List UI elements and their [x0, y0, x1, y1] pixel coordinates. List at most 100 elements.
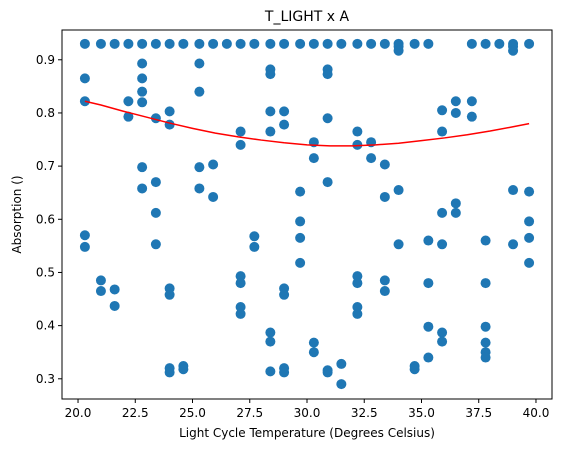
data-point	[437, 336, 448, 347]
data-point	[178, 364, 189, 375]
data-point	[208, 191, 219, 202]
data-point	[137, 162, 148, 173]
data-point	[352, 278, 363, 289]
data-point	[235, 126, 246, 137]
data-point	[352, 302, 363, 313]
data-point	[480, 235, 491, 246]
data-point	[423, 321, 434, 332]
data-point	[379, 286, 390, 297]
data-point	[279, 119, 290, 130]
data-point	[79, 73, 90, 84]
x-tick-label: 40.0	[523, 406, 550, 420]
data-point	[450, 96, 461, 107]
data-point	[265, 38, 276, 49]
data-point	[208, 38, 219, 49]
data-point	[480, 321, 491, 332]
data-point	[194, 86, 205, 97]
data-point	[123, 38, 134, 49]
data-point	[235, 139, 246, 150]
data-point	[379, 38, 390, 49]
data-point	[79, 241, 90, 252]
data-point	[79, 38, 90, 49]
data-point	[322, 367, 333, 378]
data-point	[437, 207, 448, 218]
x-tick-label: 20.0	[65, 406, 92, 420]
data-point	[352, 38, 363, 49]
data-point	[366, 38, 377, 49]
x-tick-label: 22.5	[122, 406, 149, 420]
data-point	[265, 366, 276, 377]
data-point	[194, 58, 205, 69]
data-point	[437, 327, 448, 338]
data-point	[208, 159, 219, 170]
data-point	[235, 38, 246, 49]
data-point	[249, 241, 260, 252]
x-tick-label: 25.0	[179, 406, 206, 420]
data-point	[366, 153, 377, 164]
data-point	[235, 278, 246, 289]
data-point	[409, 38, 420, 49]
data-point	[437, 239, 448, 250]
x-tick-label: 37.5	[465, 406, 492, 420]
data-point	[308, 38, 319, 49]
x-tick-label: 30.0	[294, 406, 321, 420]
data-point	[524, 257, 535, 268]
data-point	[450, 207, 461, 218]
y-tick-label: 0.9	[36, 53, 55, 67]
data-point	[480, 38, 491, 49]
data-point	[265, 336, 276, 347]
data-point	[137, 58, 148, 69]
x-tick-label: 27.5	[236, 406, 263, 420]
data-point	[194, 162, 205, 173]
data-point	[194, 38, 205, 49]
data-point	[279, 106, 290, 117]
y-axis-label: Absorption ()	[10, 175, 24, 253]
data-point	[249, 231, 260, 242]
data-point	[450, 198, 461, 209]
fit-line	[84, 100, 530, 147]
data-point	[164, 289, 175, 300]
data-point	[79, 230, 90, 241]
data-point	[150, 177, 161, 188]
data-point	[150, 207, 161, 218]
data-point	[508, 185, 519, 196]
data-point	[423, 278, 434, 289]
data-point	[524, 38, 535, 49]
data-point	[137, 73, 148, 84]
data-point	[295, 257, 306, 268]
data-point	[150, 38, 161, 49]
y-tick-label: 0.5	[36, 265, 55, 279]
chart-title: T_LIGHT x A	[264, 9, 350, 25]
data-point	[524, 216, 535, 227]
data-point	[109, 300, 120, 311]
data-point	[265, 327, 276, 338]
data-point	[322, 38, 333, 49]
data-point	[308, 153, 319, 164]
data-point	[308, 347, 319, 358]
data-point	[352, 271, 363, 282]
axes-frame	[61, 29, 553, 400]
y-tick-label: 0.8	[36, 106, 55, 120]
data-point	[295, 186, 306, 197]
data-point	[322, 113, 333, 124]
data-point	[393, 185, 404, 196]
data-point	[336, 38, 347, 49]
x-axis-label: Light Cycle Temperature (Degrees Celsius…	[179, 426, 435, 440]
data-point	[235, 308, 246, 319]
data-point	[137, 86, 148, 97]
data-point	[393, 239, 404, 250]
data-point	[164, 106, 175, 117]
data-point	[494, 38, 505, 49]
data-point	[480, 352, 491, 363]
data-point	[164, 38, 175, 49]
data-point	[322, 177, 333, 188]
y-tick-label: 0.6	[36, 212, 55, 226]
data-point	[235, 302, 246, 313]
data-point	[308, 337, 319, 348]
data-point	[164, 367, 175, 378]
plot-area	[79, 38, 535, 390]
axis-ticks: 20.0 22.5 25.0 27.5 30.0 32.5 35.0 37.5 40.0 0.3 0…	[36, 53, 549, 420]
data-point	[437, 105, 448, 116]
x-tick-label: 35.0	[408, 406, 435, 420]
